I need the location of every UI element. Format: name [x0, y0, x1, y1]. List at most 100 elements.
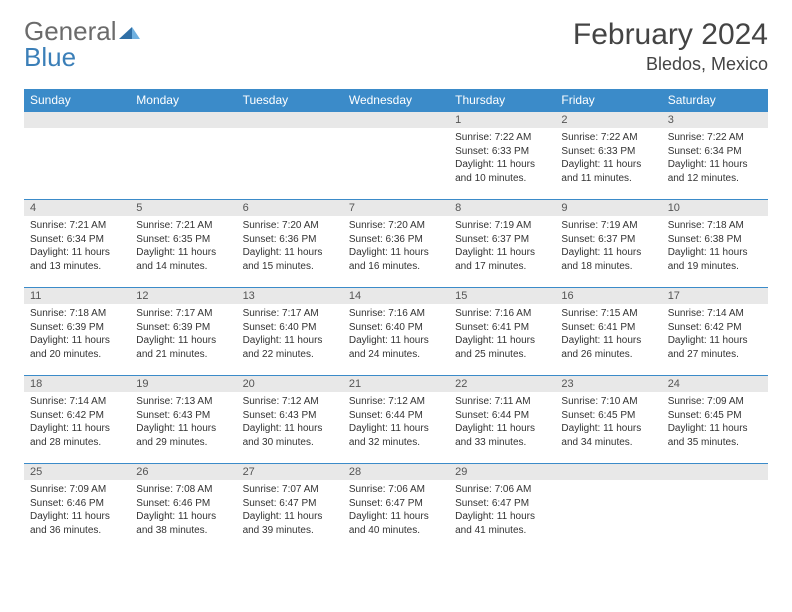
calendar-cell: 25Sunrise: 7:09 AMSunset: 6:46 PMDayligh…	[24, 463, 130, 551]
daylight-text: Daylight: 11 hours and 19 minutes.	[668, 246, 762, 273]
daylight-text: Daylight: 11 hours and 16 minutes.	[349, 246, 443, 273]
sunset-text: Sunset: 6:41 PM	[455, 321, 549, 335]
sunset-text: Sunset: 6:35 PM	[136, 233, 230, 247]
day-details: Sunrise: 7:17 AMSunset: 6:40 PMDaylight:…	[237, 304, 343, 367]
daylight-text: Daylight: 11 hours and 38 minutes.	[136, 510, 230, 537]
calendar-cell: 5Sunrise: 7:21 AMSunset: 6:35 PMDaylight…	[130, 199, 236, 287]
weekday-header: Thursday	[449, 89, 555, 111]
weekday-header: Tuesday	[237, 89, 343, 111]
calendar-cell: 27Sunrise: 7:07 AMSunset: 6:47 PMDayligh…	[237, 463, 343, 551]
sunrise-text: Sunrise: 7:12 AM	[349, 395, 443, 409]
calendar-cell: 13Sunrise: 7:17 AMSunset: 6:40 PMDayligh…	[237, 287, 343, 375]
calendar-cell: 26Sunrise: 7:08 AMSunset: 6:46 PMDayligh…	[130, 463, 236, 551]
calendar-row: 1Sunrise: 7:22 AMSunset: 6:33 PMDaylight…	[24, 111, 768, 199]
daylight-text: Daylight: 11 hours and 28 minutes.	[30, 422, 124, 449]
calendar-cell-empty	[237, 111, 343, 199]
daylight-text: Daylight: 11 hours and 18 minutes.	[561, 246, 655, 273]
sunrise-text: Sunrise: 7:18 AM	[30, 307, 124, 321]
sunrise-text: Sunrise: 7:21 AM	[136, 219, 230, 233]
calendar-cell-empty	[662, 463, 768, 551]
day-number: 7	[343, 199, 449, 216]
sunset-text: Sunset: 6:37 PM	[455, 233, 549, 247]
calendar-cell: 7Sunrise: 7:20 AMSunset: 6:36 PMDaylight…	[343, 199, 449, 287]
daylight-text: Daylight: 11 hours and 40 minutes.	[349, 510, 443, 537]
calendar-cell: 10Sunrise: 7:18 AMSunset: 6:38 PMDayligh…	[662, 199, 768, 287]
calendar-cell: 20Sunrise: 7:12 AMSunset: 6:43 PMDayligh…	[237, 375, 343, 463]
day-number: 5	[130, 199, 236, 216]
sunrise-text: Sunrise: 7:08 AM	[136, 483, 230, 497]
day-details: Sunrise: 7:14 AMSunset: 6:42 PMDaylight:…	[662, 304, 768, 367]
calendar-row: 11Sunrise: 7:18 AMSunset: 6:39 PMDayligh…	[24, 287, 768, 375]
calendar-cell: 29Sunrise: 7:06 AMSunset: 6:47 PMDayligh…	[449, 463, 555, 551]
calendar-cell: 9Sunrise: 7:19 AMSunset: 6:37 PMDaylight…	[555, 199, 661, 287]
calendar-cell: 28Sunrise: 7:06 AMSunset: 6:47 PMDayligh…	[343, 463, 449, 551]
day-details: Sunrise: 7:22 AMSunset: 6:33 PMDaylight:…	[555, 128, 661, 191]
sunrise-text: Sunrise: 7:14 AM	[30, 395, 124, 409]
title-block: February 2024 Bledos, Mexico	[573, 18, 768, 75]
calendar-cell: 21 Sunrise: 7:12 AMSunset: 6:44 PMDayligh…	[343, 375, 449, 463]
calendar-cell-empty	[555, 463, 661, 551]
calendar-cell: 8Sunrise: 7:19 AMSunset: 6:37 PMDaylight…	[449, 199, 555, 287]
day-number: 19	[130, 375, 236, 392]
sunrise-text: Sunrise: 7:18 AM	[668, 219, 762, 233]
day-details: Sunrise: 7:06 AMSunset: 6:47 PMDaylight:…	[343, 480, 449, 543]
calendar-cell: 11Sunrise: 7:18 AMSunset: 6:39 PMDayligh…	[24, 287, 130, 375]
daylight-text: Daylight: 11 hours and 25 minutes.	[455, 334, 549, 361]
daylight-text: Daylight: 11 hours and 26 minutes.	[561, 334, 655, 361]
daylight-text: Daylight: 11 hours and 41 minutes.	[455, 510, 549, 537]
day-details: Sunrise: 7:15 AMSunset: 6:41 PMDaylight:…	[555, 304, 661, 367]
day-number: 21	[343, 375, 449, 392]
daylight-text: Daylight: 11 hours and 32 minutes.	[349, 422, 443, 449]
calendar-row: 4Sunrise: 7:21 AMSunset: 6:34 PMDaylight…	[24, 199, 768, 287]
sunset-text: Sunset: 6:40 PM	[243, 321, 337, 335]
calendar-cell: 6Sunrise: 7:20 AMSunset: 6:36 PMDaylight…	[237, 199, 343, 287]
day-number: 4	[24, 199, 130, 216]
logo-text-blue: Blue	[24, 42, 76, 72]
day-details: Sunrise: 7:06 AMSunset: 6:47 PMDaylight:…	[449, 480, 555, 543]
weekday-header: Wednesday	[343, 89, 449, 111]
day-details: Sunrise: 7:14 AMSunset: 6:42 PMDaylight:…	[24, 392, 130, 455]
calendar-cell: 22Sunrise: 7:11 AMSunset: 6:44 PMDayligh…	[449, 375, 555, 463]
calendar-cell: 2Sunrise: 7:22 AMSunset: 6:33 PMDaylight…	[555, 111, 661, 199]
sunset-text: Sunset: 6:33 PM	[455, 145, 549, 159]
day-details: Sunrise: 7:18 AMSunset: 6:38 PMDaylight:…	[662, 216, 768, 279]
calendar-row: 25Sunrise: 7:09 AMSunset: 6:46 PMDayligh…	[24, 463, 768, 551]
sunset-text: Sunset: 6:37 PM	[561, 233, 655, 247]
sunset-text: Sunset: 6:44 PM	[455, 409, 549, 423]
sunset-text: Sunset: 6:43 PM	[243, 409, 337, 423]
day-number: 11	[24, 287, 130, 304]
day-details: Sunrise: 7:08 AMSunset: 6:46 PMDaylight:…	[130, 480, 236, 543]
day-details: Sunrise: 7:09 AMSunset: 6:46 PMDaylight:…	[24, 480, 130, 543]
day-number: 1	[449, 111, 555, 128]
sunrise-text: Sunrise: 7:12 AM	[243, 395, 337, 409]
day-details: Sunrise: 7:19 AMSunset: 6:37 PMDaylight:…	[555, 216, 661, 279]
daylight-text: Daylight: 11 hours and 29 minutes.	[136, 422, 230, 449]
calendar-cell: 16Sunrise: 7:15 AMSunset: 6:41 PMDayligh…	[555, 287, 661, 375]
calendar-cell: 24Sunrise: 7:09 AMSunset: 6:45 PMDayligh…	[662, 375, 768, 463]
sunset-text: Sunset: 6:36 PM	[349, 233, 443, 247]
calendar-cell: 19Sunrise: 7:13 AMSunset: 6:43 PMDayligh…	[130, 375, 236, 463]
day-details: Sunrise: 7:22 AMSunset: 6:33 PMDaylight:…	[449, 128, 555, 191]
sunrise-text: Sunrise: 7:07 AM	[243, 483, 337, 497]
logo: GeneralBlue	[24, 18, 141, 70]
day-number: 22	[449, 375, 555, 392]
sunrise-text: Sunrise: 7:06 AM	[455, 483, 549, 497]
sunrise-text: Sunrise: 7:22 AM	[561, 131, 655, 145]
sunset-text: Sunset: 6:47 PM	[349, 497, 443, 511]
day-number: 9	[555, 199, 661, 216]
daylight-text: Daylight: 11 hours and 35 minutes.	[668, 422, 762, 449]
sunrise-text: Sunrise: 7:13 AM	[136, 395, 230, 409]
day-details: Sunrise: 7:07 AMSunset: 6:47 PMDaylight:…	[237, 480, 343, 543]
sunrise-text: Sunrise: 7:19 AM	[455, 219, 549, 233]
day-details: Sunrise: 7:16 AMSunset: 6:41 PMDaylight:…	[449, 304, 555, 367]
weekday-header: Sunday	[24, 89, 130, 111]
sunset-text: Sunset: 6:46 PM	[136, 497, 230, 511]
day-details: Sunrise: 7:13 AMSunset: 6:43 PMDaylight:…	[130, 392, 236, 455]
daylight-text: Daylight: 11 hours and 33 minutes.	[455, 422, 549, 449]
sunrise-text: Sunrise: 7:17 AM	[243, 307, 337, 321]
day-details: Sunrise: 7:09 AMSunset: 6:45 PMDaylight:…	[662, 392, 768, 455]
day-number: 24	[662, 375, 768, 392]
sunset-text: Sunset: 6:44 PM	[349, 409, 443, 423]
calendar-cell: 12Sunrise: 7:17 AMSunset: 6:39 PMDayligh…	[130, 287, 236, 375]
daylight-text: Daylight: 11 hours and 22 minutes.	[243, 334, 337, 361]
